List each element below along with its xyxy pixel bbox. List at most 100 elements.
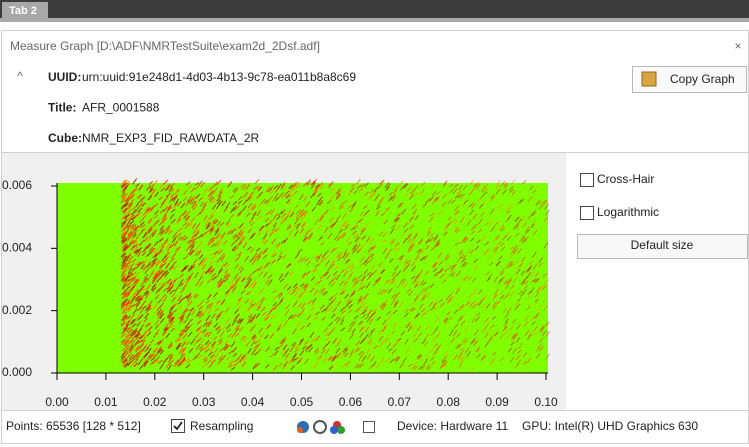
texture: [174, 239, 180, 244]
texture: [210, 354, 216, 360]
texture: [174, 246, 180, 252]
texture: [134, 278, 140, 284]
texture: [294, 204, 299, 209]
texture: [141, 211, 147, 217]
texture: [153, 229, 159, 234]
texture: [432, 351, 437, 356]
texture: [450, 272, 456, 277]
texture: [120, 220, 126, 225]
texture: [242, 199, 248, 206]
texture: [157, 230, 163, 236]
texture: [143, 359, 149, 364]
texture: [336, 189, 342, 195]
texture: [287, 289, 292, 295]
texture: [387, 196, 393, 202]
texture: [207, 331, 213, 338]
texture: [395, 247, 400, 252]
texture: [466, 248, 472, 254]
texture: [292, 300, 298, 307]
texture: [170, 197, 176, 202]
tab[interactable]: [2, 2, 48, 20]
texture: [266, 324, 272, 329]
texture: [438, 261, 444, 266]
texture: [387, 248, 393, 254]
texture: [163, 256, 169, 264]
tab-label[interactable]: Tab 2: [9, 5, 37, 17]
collapse[interactable]: ^: [17, 69, 23, 83]
resampling-checkbox[interactable]: [171, 419, 185, 433]
texture: [134, 225, 140, 230]
icon-spiral[interactable]: [313, 420, 327, 434]
texture: [122, 357, 127, 364]
texture: [359, 296, 365, 302]
texture: [462, 184, 468, 190]
texture: [186, 277, 192, 283]
texture: [189, 249, 195, 256]
texture: [488, 335, 494, 342]
texture: [274, 346, 280, 351]
texture: [287, 200, 293, 206]
texture: [331, 354, 336, 361]
texture: [538, 203, 544, 210]
texture: [286, 223, 292, 230]
copy-label[interactable]: Copy Graph: [670, 72, 735, 86]
texture: [314, 255, 320, 260]
texture: [180, 359, 186, 366]
texture: [129, 300, 135, 305]
texture: [151, 286, 157, 292]
texture: [200, 338, 205, 344]
close[interactable]: ×: [734, 39, 741, 53]
texture: [453, 309, 459, 314]
default-size-label[interactable]: Default size: [631, 238, 694, 252]
texture: [285, 304, 291, 310]
texture: [464, 347, 470, 355]
texture: [325, 337, 330, 342]
default-size-button[interactable]: [577, 234, 748, 259]
texture: [356, 248, 361, 253]
texture: [422, 203, 427, 208]
texture: [282, 186, 287, 191]
texture: [454, 183, 460, 188]
texture: [380, 303, 386, 309]
texture: [395, 291, 401, 296]
texture: [281, 336, 287, 342]
texture: [211, 254, 217, 260]
checkbox-label[interactable]: Cross-Hair: [597, 172, 654, 186]
texture: [251, 205, 257, 212]
texture: [273, 364, 278, 371]
texture: [338, 202, 344, 209]
texture: [342, 346, 348, 353]
texture: [232, 314, 238, 322]
texture: [367, 309, 373, 315]
texture: [453, 227, 458, 234]
texture: [131, 323, 137, 328]
texture: [224, 289, 230, 295]
texture: [232, 352, 238, 357]
texture: [185, 364, 191, 369]
icon-list[interactable]: [363, 421, 375, 433]
checkbox[interactable]: [580, 173, 594, 187]
texture: [466, 219, 472, 226]
texture: [167, 364, 172, 371]
texture: [162, 357, 168, 364]
texture: [357, 320, 363, 326]
texture: [181, 210, 187, 216]
texture: [335, 193, 341, 199]
texture: [182, 326, 188, 332]
texture: [125, 285, 131, 291]
texture: [264, 228, 270, 234]
texture: [120, 231, 126, 236]
texture: [137, 319, 143, 325]
texture: [298, 194, 304, 201]
texture: [541, 199, 546, 205]
texture: [137, 297, 143, 303]
checkbox[interactable]: [580, 206, 594, 220]
texture: [366, 317, 371, 323]
texture: [502, 307, 508, 314]
texture: [131, 283, 137, 288]
checkbox-label[interactable]: Logarithmic: [597, 205, 659, 219]
resampling-label[interactable]: Resampling: [190, 419, 253, 433]
texture: [342, 252, 347, 259]
texture: [256, 209, 262, 217]
